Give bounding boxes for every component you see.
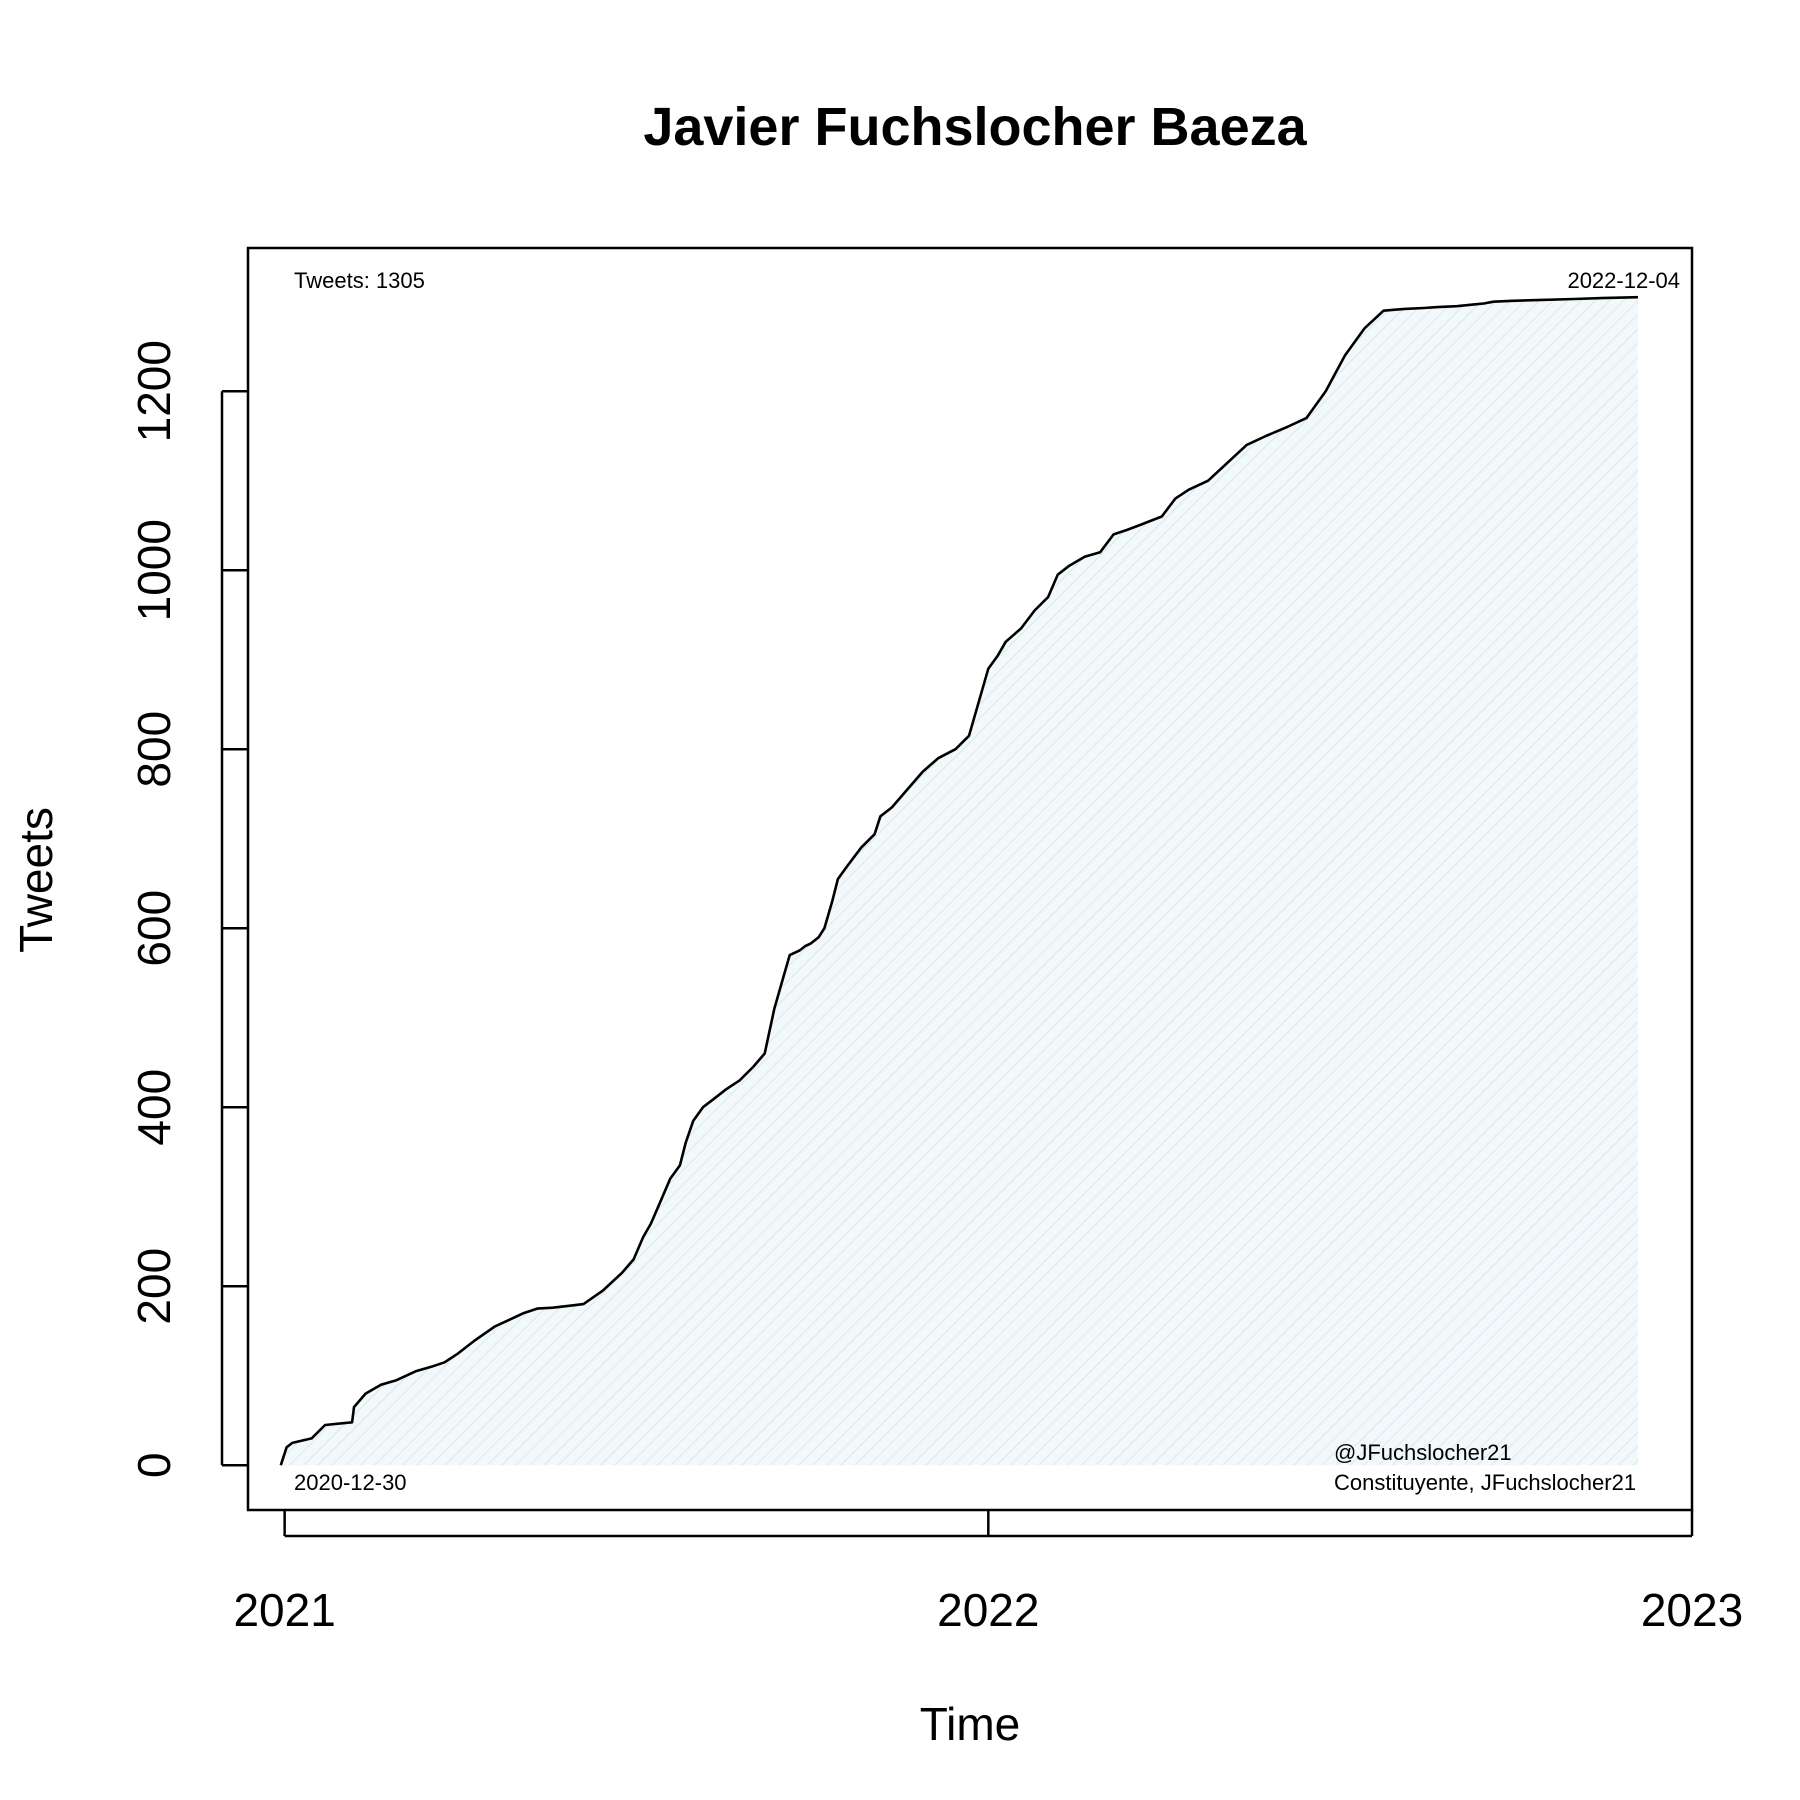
account-annotation: Constituyente, JFuchslocher21 xyxy=(1334,1470,1636,1495)
x-axis-label: Time xyxy=(920,1698,1021,1750)
series-area xyxy=(280,297,1638,1466)
start-date-annotation: 2020-12-30 xyxy=(294,1470,407,1495)
x-tick-label: 2022 xyxy=(937,1584,1039,1636)
y-tick-label: 200 xyxy=(128,1248,180,1325)
y-tick-label: 0 xyxy=(128,1452,180,1478)
y-tick-label: 400 xyxy=(128,1069,180,1146)
y-tick-label: 1200 xyxy=(128,340,180,442)
series-line xyxy=(279,295,1639,1466)
chart-title: Javier Fuchslocher Baeza xyxy=(643,97,1307,157)
tweet-count-annotation: Tweets: 1305 xyxy=(294,268,425,293)
x-tick-label: 2023 xyxy=(1641,1584,1743,1636)
plot-area-border xyxy=(246,246,1694,1512)
y-tick-label: 1000 xyxy=(128,519,180,621)
y-tick-label: 800 xyxy=(128,711,180,788)
y-tick-label: 600 xyxy=(128,890,180,967)
y-axis-label: Tweets xyxy=(10,807,62,953)
x-tick-label: 2021 xyxy=(233,1584,335,1636)
end-date-annotation: 2022-12-04 xyxy=(1567,268,1680,293)
handle-annotation: @JFuchslocher21 xyxy=(1334,1440,1512,1465)
